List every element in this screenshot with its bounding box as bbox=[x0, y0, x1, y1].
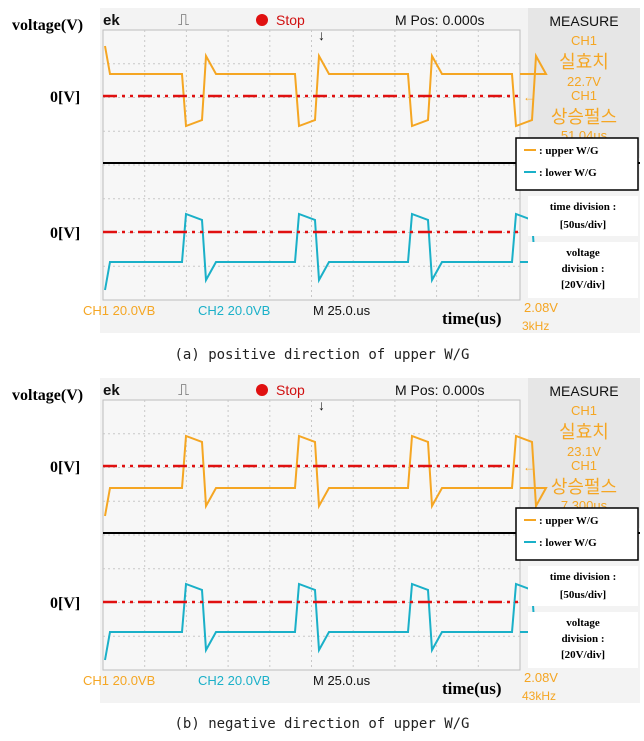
voltage-division-value: [20V/div] bbox=[561, 279, 605, 291]
caption-a: (a) positive direction of upper W/G bbox=[174, 347, 470, 363]
scope-panel-a: ek ⎍ Stop M Pos: 0.000s ↓ MEASURE CH1 실효치 22.7V C… bbox=[0, 0, 644, 345]
zero-label-lower: 0[V] bbox=[50, 595, 80, 612]
footer-ch1: CH1 20.0VB bbox=[83, 303, 155, 318]
legend: : upper W/G : lower W/G bbox=[515, 507, 639, 561]
footer-ch2: CH2 20.0VB bbox=[198, 673, 270, 688]
measure-title: MEASURE bbox=[549, 383, 618, 399]
zero-label-upper: 0[V] bbox=[50, 459, 80, 476]
brand-text: ek bbox=[103, 12, 120, 29]
voltage-division-label: voltage bbox=[566, 617, 600, 629]
mpos-text: M Pos: 0.000s bbox=[395, 12, 485, 28]
voltage-division-label-2: division : bbox=[561, 633, 604, 645]
footer-timebase: M 25.0.us bbox=[313, 673, 371, 688]
trigger-icon: ⎍ bbox=[178, 12, 189, 29]
series-line-lower bbox=[104, 212, 548, 291]
measure-value-rms: 23.1V bbox=[567, 444, 601, 459]
time-division-label: time division : bbox=[550, 571, 617, 583]
zero-label-lower: 0[V] bbox=[50, 225, 80, 242]
volt-div-box bbox=[528, 242, 638, 298]
stop-text: Stop bbox=[276, 12, 305, 28]
voltage-division-label: voltage bbox=[566, 247, 600, 259]
trigger-icon: ⎍ bbox=[178, 382, 189, 399]
stop-text: Stop bbox=[276, 382, 305, 398]
time-division-value: [50us/div] bbox=[560, 219, 606, 231]
footer-trigger-level: 2.08V bbox=[524, 300, 558, 315]
measure-ch1-label-2: CH1 bbox=[571, 88, 597, 103]
measure-ch1-label: CH1 bbox=[571, 33, 597, 48]
y-axis-label: voltage(V) bbox=[12, 387, 83, 404]
footer-timebase: M 25.0.us bbox=[313, 303, 371, 318]
voltage-division-value: [20V/div] bbox=[561, 649, 605, 661]
trigger-position-icon: ↓ bbox=[318, 27, 325, 43]
series-line-upper bbox=[104, 434, 548, 517]
measure-panel bbox=[528, 378, 640, 528]
scope-panel-b: ek ⎍ Stop M Pos: 0.000s ↓ MEASURE CH1 실효치 23.1V C… bbox=[0, 370, 644, 715]
legend-label: : upper W/G bbox=[539, 145, 599, 157]
measure-name-rise: 상승펄스 bbox=[551, 107, 617, 127]
ch1-marker-icon: ← bbox=[523, 90, 535, 104]
footer-trigger-level: 2.08V bbox=[524, 670, 558, 685]
measure-panel bbox=[528, 8, 640, 158]
measure-value-rms: 22.7V bbox=[567, 74, 601, 89]
zero-label-upper: 0[V] bbox=[50, 89, 80, 106]
y-axis-label: voltage(V) bbox=[12, 17, 83, 34]
legend-box bbox=[515, 137, 639, 191]
measure-ch1-label: CH1 bbox=[571, 403, 597, 418]
x-axis-label: time(us) bbox=[442, 309, 501, 328]
oscilloscope-chart-b: ek ⎍ Stop M Pos: 0.000s↓MEASURECH1실효치23.1VC… bbox=[12, 378, 640, 703]
voltage-division-label-2: division : bbox=[561, 263, 604, 275]
ch1-marker-icon: ← bbox=[523, 460, 535, 474]
x-axis-label: time(us) bbox=[442, 679, 501, 698]
time-division-label: time division : bbox=[550, 201, 617, 213]
legend-box bbox=[515, 507, 639, 561]
measure-title: MEASURE bbox=[549, 13, 618, 29]
time-div-box bbox=[528, 566, 638, 606]
series-line-lower bbox=[104, 582, 548, 661]
legend-label: : lower W/G bbox=[539, 537, 597, 549]
measure-ch1-label-2: CH1 bbox=[571, 458, 597, 473]
footer-ch2: CH2 20.0VB bbox=[198, 303, 270, 318]
brand-text: ek bbox=[103, 382, 120, 399]
measure-name-rms: 실효치 bbox=[559, 52, 609, 72]
time-div-box bbox=[528, 196, 638, 236]
time-division-value: [50us/div] bbox=[560, 589, 606, 601]
legend-label: : upper W/G bbox=[539, 515, 599, 527]
measure-name-rms: 실효치 bbox=[559, 422, 609, 442]
stop-indicator-icon bbox=[256, 14, 268, 26]
volt-div-box bbox=[528, 612, 638, 668]
footer-frequency: 43kHz bbox=[522, 689, 556, 703]
stop-indicator-icon bbox=[256, 384, 268, 396]
footer-frequency: 3kHz bbox=[522, 319, 549, 333]
oscilloscope-chart-a: ek ⎍ Stop M Pos: 0.000s↓MEASURECH1실효치22.7VC… bbox=[12, 8, 640, 333]
measure-name-rise: 상승펄스 bbox=[551, 477, 617, 497]
legend: : upper W/G : lower W/G bbox=[515, 137, 639, 191]
series-line-upper bbox=[104, 45, 548, 128]
trigger-position-icon: ↓ bbox=[318, 397, 325, 413]
mpos-text: M Pos: 0.000s bbox=[395, 382, 485, 398]
caption-b: (b) negative direction of upper W/G bbox=[174, 716, 470, 732]
legend-label: : lower W/G bbox=[539, 167, 597, 179]
footer-ch1: CH1 20.0VB bbox=[83, 673, 155, 688]
